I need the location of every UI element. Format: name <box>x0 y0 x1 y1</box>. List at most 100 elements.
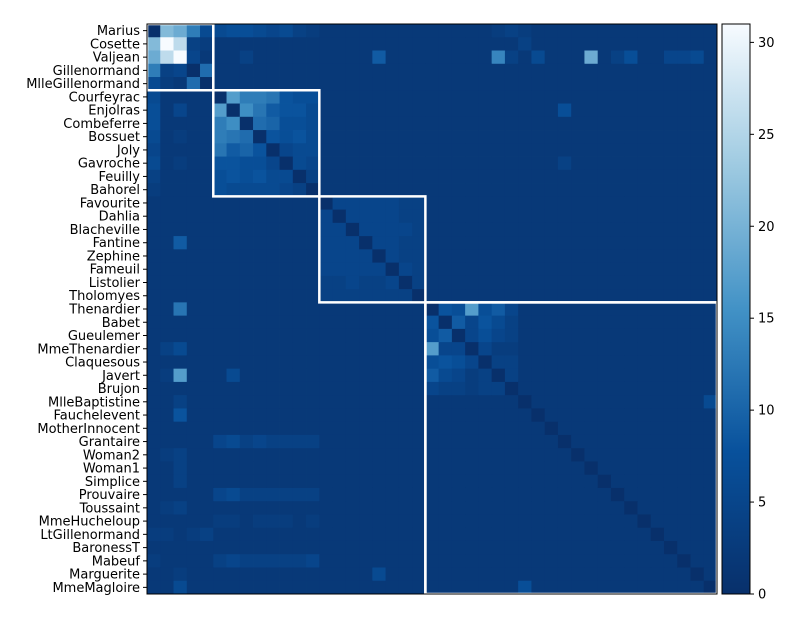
heatmap-cell <box>544 315 559 330</box>
heatmap-cell <box>597 103 612 118</box>
heatmap-cell <box>319 448 333 462</box>
heatmap-cell <box>226 368 241 383</box>
heatmap-cell <box>677 540 691 555</box>
heatmap-cell <box>226 342 241 356</box>
heatmap-cell <box>544 90 559 104</box>
heatmap-cell <box>703 90 718 104</box>
heatmap-cell <box>504 103 519 118</box>
heatmap-cell <box>425 156 440 171</box>
heatmap-cell <box>637 302 652 317</box>
row-label: MmeMagloire <box>52 581 140 596</box>
heatmap-cell <box>173 355 188 370</box>
heatmap-cell <box>200 554 214 568</box>
heatmap-cell <box>610 249 625 264</box>
heatmap-cell <box>531 567 546 582</box>
heatmap-cell <box>266 514 280 529</box>
heatmap-cell <box>438 434 453 449</box>
heatmap-cell <box>279 527 294 542</box>
heatmap-cell <box>253 169 267 184</box>
heatmap-cell <box>690 196 705 210</box>
heatmap-cell <box>359 262 373 277</box>
heatmap-cell <box>677 395 691 409</box>
heatmap-cell <box>186 196 201 210</box>
heatmap-cell <box>518 355 532 370</box>
heatmap-cell <box>160 222 174 237</box>
heatmap-cell <box>253 474 267 489</box>
heatmap-cell <box>200 381 214 396</box>
heatmap-cell <box>531 183 546 197</box>
heatmap-cell <box>306 262 320 277</box>
heatmap-cell <box>239 24 254 38</box>
heatmap-cell <box>478 50 493 65</box>
heatmap-cell <box>491 421 506 436</box>
heatmap-cell <box>266 63 280 78</box>
heatmap-cell <box>610 156 625 171</box>
heatmap-cell <box>425 50 440 65</box>
heatmap-cell <box>451 554 466 568</box>
heatmap-cell <box>624 421 638 436</box>
heatmap-cell <box>544 421 559 436</box>
heatmap-cell <box>425 501 440 515</box>
heatmap-cell <box>650 143 665 157</box>
heatmap-cell <box>266 408 280 423</box>
heatmap-cell <box>345 461 360 476</box>
heatmap-cell <box>544 514 559 529</box>
heatmap-cell <box>200 37 214 51</box>
heatmap-cell <box>213 408 227 423</box>
heatmap-cell <box>544 302 559 317</box>
heatmap-cell <box>518 408 532 423</box>
heatmap-cell <box>239 275 254 290</box>
heatmap-cell <box>637 342 652 356</box>
heatmap-cell <box>398 37 413 51</box>
heatmap-cell <box>266 580 280 595</box>
heatmap-cell <box>266 527 280 542</box>
heatmap-cell <box>147 421 161 436</box>
heatmap-cell <box>690 381 705 396</box>
heatmap-cell <box>332 50 347 65</box>
heatmap-cell <box>425 169 440 184</box>
heatmap-cell <box>465 116 479 131</box>
heatmap-cell <box>544 487 559 502</box>
heatmap-cell <box>412 381 426 396</box>
heatmap-cell <box>319 275 333 290</box>
heatmap-cell <box>677 421 691 436</box>
row-label: Babet <box>102 316 140 331</box>
heatmap-cell <box>531 289 546 303</box>
heatmap-cell <box>703 368 718 383</box>
heatmap-cell <box>345 355 360 370</box>
heatmap-cell <box>451 169 466 184</box>
heatmap-cell <box>226 249 241 264</box>
heatmap-cell <box>557 514 572 529</box>
heatmap-cell <box>332 103 347 118</box>
heatmap-cell <box>319 196 333 210</box>
heatmap-cell <box>544 169 559 184</box>
heatmap-cell <box>266 209 280 224</box>
heatmap-cell <box>624 169 638 184</box>
heatmap-cell <box>200 408 214 423</box>
heatmap-cell <box>571 421 585 436</box>
heatmap-cell <box>398 275 413 290</box>
heatmap-cell <box>279 474 294 489</box>
heatmap-cell <box>478 540 493 555</box>
heatmap-cell <box>398 567 413 582</box>
heatmap-cell <box>478 63 493 78</box>
heatmap-cell <box>504 90 519 104</box>
heatmap-cell <box>438 222 453 237</box>
heatmap-cell <box>292 567 307 582</box>
heatmap-cell <box>239 222 254 237</box>
heatmap-cell <box>186 302 201 317</box>
heatmap-cell <box>345 421 360 436</box>
heatmap-cell <box>253 24 267 38</box>
heatmap-cell <box>306 487 320 502</box>
heatmap-cell <box>690 90 705 104</box>
heatmap-cell <box>518 24 532 38</box>
heatmap-cell <box>253 421 267 436</box>
heatmap-cell <box>385 434 400 449</box>
heatmap-cell <box>491 434 506 449</box>
row-label: Feuilly <box>98 170 140 185</box>
heatmap-cell <box>253 37 267 51</box>
heatmap-cell <box>531 275 546 290</box>
heatmap-cell <box>213 567 227 582</box>
heatmap-cell <box>571 24 585 38</box>
heatmap-cell <box>332 222 347 237</box>
